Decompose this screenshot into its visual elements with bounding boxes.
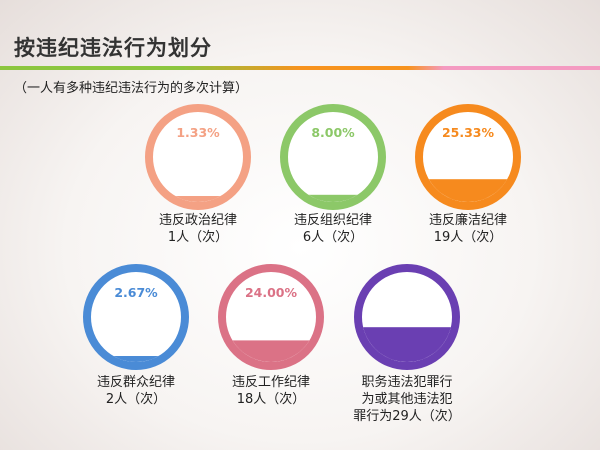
gauge-ring	[218, 264, 324, 370]
title-underline	[0, 66, 600, 70]
gauge-caption: 职务违法犯罪行 为或其他违法犯 罪行为29人（次）	[353, 375, 461, 424]
gauge-percent-label: 8.00%	[311, 125, 355, 140]
gauge-2: 8.00%	[280, 104, 386, 210]
gauge-4: 2.67%	[83, 264, 189, 370]
gauge-fill	[288, 194, 378, 202]
page-title: 按违纪违法行为划分	[14, 36, 212, 60]
gauge-percent-label: 25.33%	[442, 125, 495, 140]
gauge-caption: 违反工作纪律 18人（次）	[231, 375, 310, 407]
gauge-caption: 违反政治纪律 1人（次）	[158, 213, 237, 245]
gauge-3: 25.33%	[415, 104, 521, 210]
gauge-background	[284, 108, 382, 206]
gauge-ring	[415, 104, 521, 210]
gauge-ring	[83, 264, 189, 370]
gauge-percent-label: 38.67%	[381, 285, 434, 300]
gauge-caption: 违反组织纪律 6人（次）	[293, 213, 372, 245]
gauge-fill	[153, 196, 243, 202]
gauge-fill	[91, 356, 181, 362]
gauge-ring	[280, 104, 386, 210]
gauge-background	[149, 108, 247, 206]
gauge-percent-label: 1.33%	[176, 125, 220, 140]
gauge-fill	[362, 327, 452, 362]
gauge-5: 24.00%	[218, 264, 324, 370]
gauge-caption: 违反廉洁纪律 19人（次）	[428, 213, 507, 245]
gauge-ring	[354, 264, 460, 370]
gauge-1: 1.33%	[145, 104, 251, 210]
gauge-percent-label: 24.00%	[245, 285, 298, 300]
gauge-6: 38.67%	[354, 264, 460, 370]
gauge-caption: 违反群众纪律 2人（次）	[96, 375, 175, 407]
gauge-ring	[145, 104, 251, 210]
gauge-percent-label: 2.67%	[114, 285, 158, 300]
gauge-background	[87, 268, 185, 366]
page-subtitle: （一人有多种违纪违法行为的多次计算）	[14, 81, 249, 96]
